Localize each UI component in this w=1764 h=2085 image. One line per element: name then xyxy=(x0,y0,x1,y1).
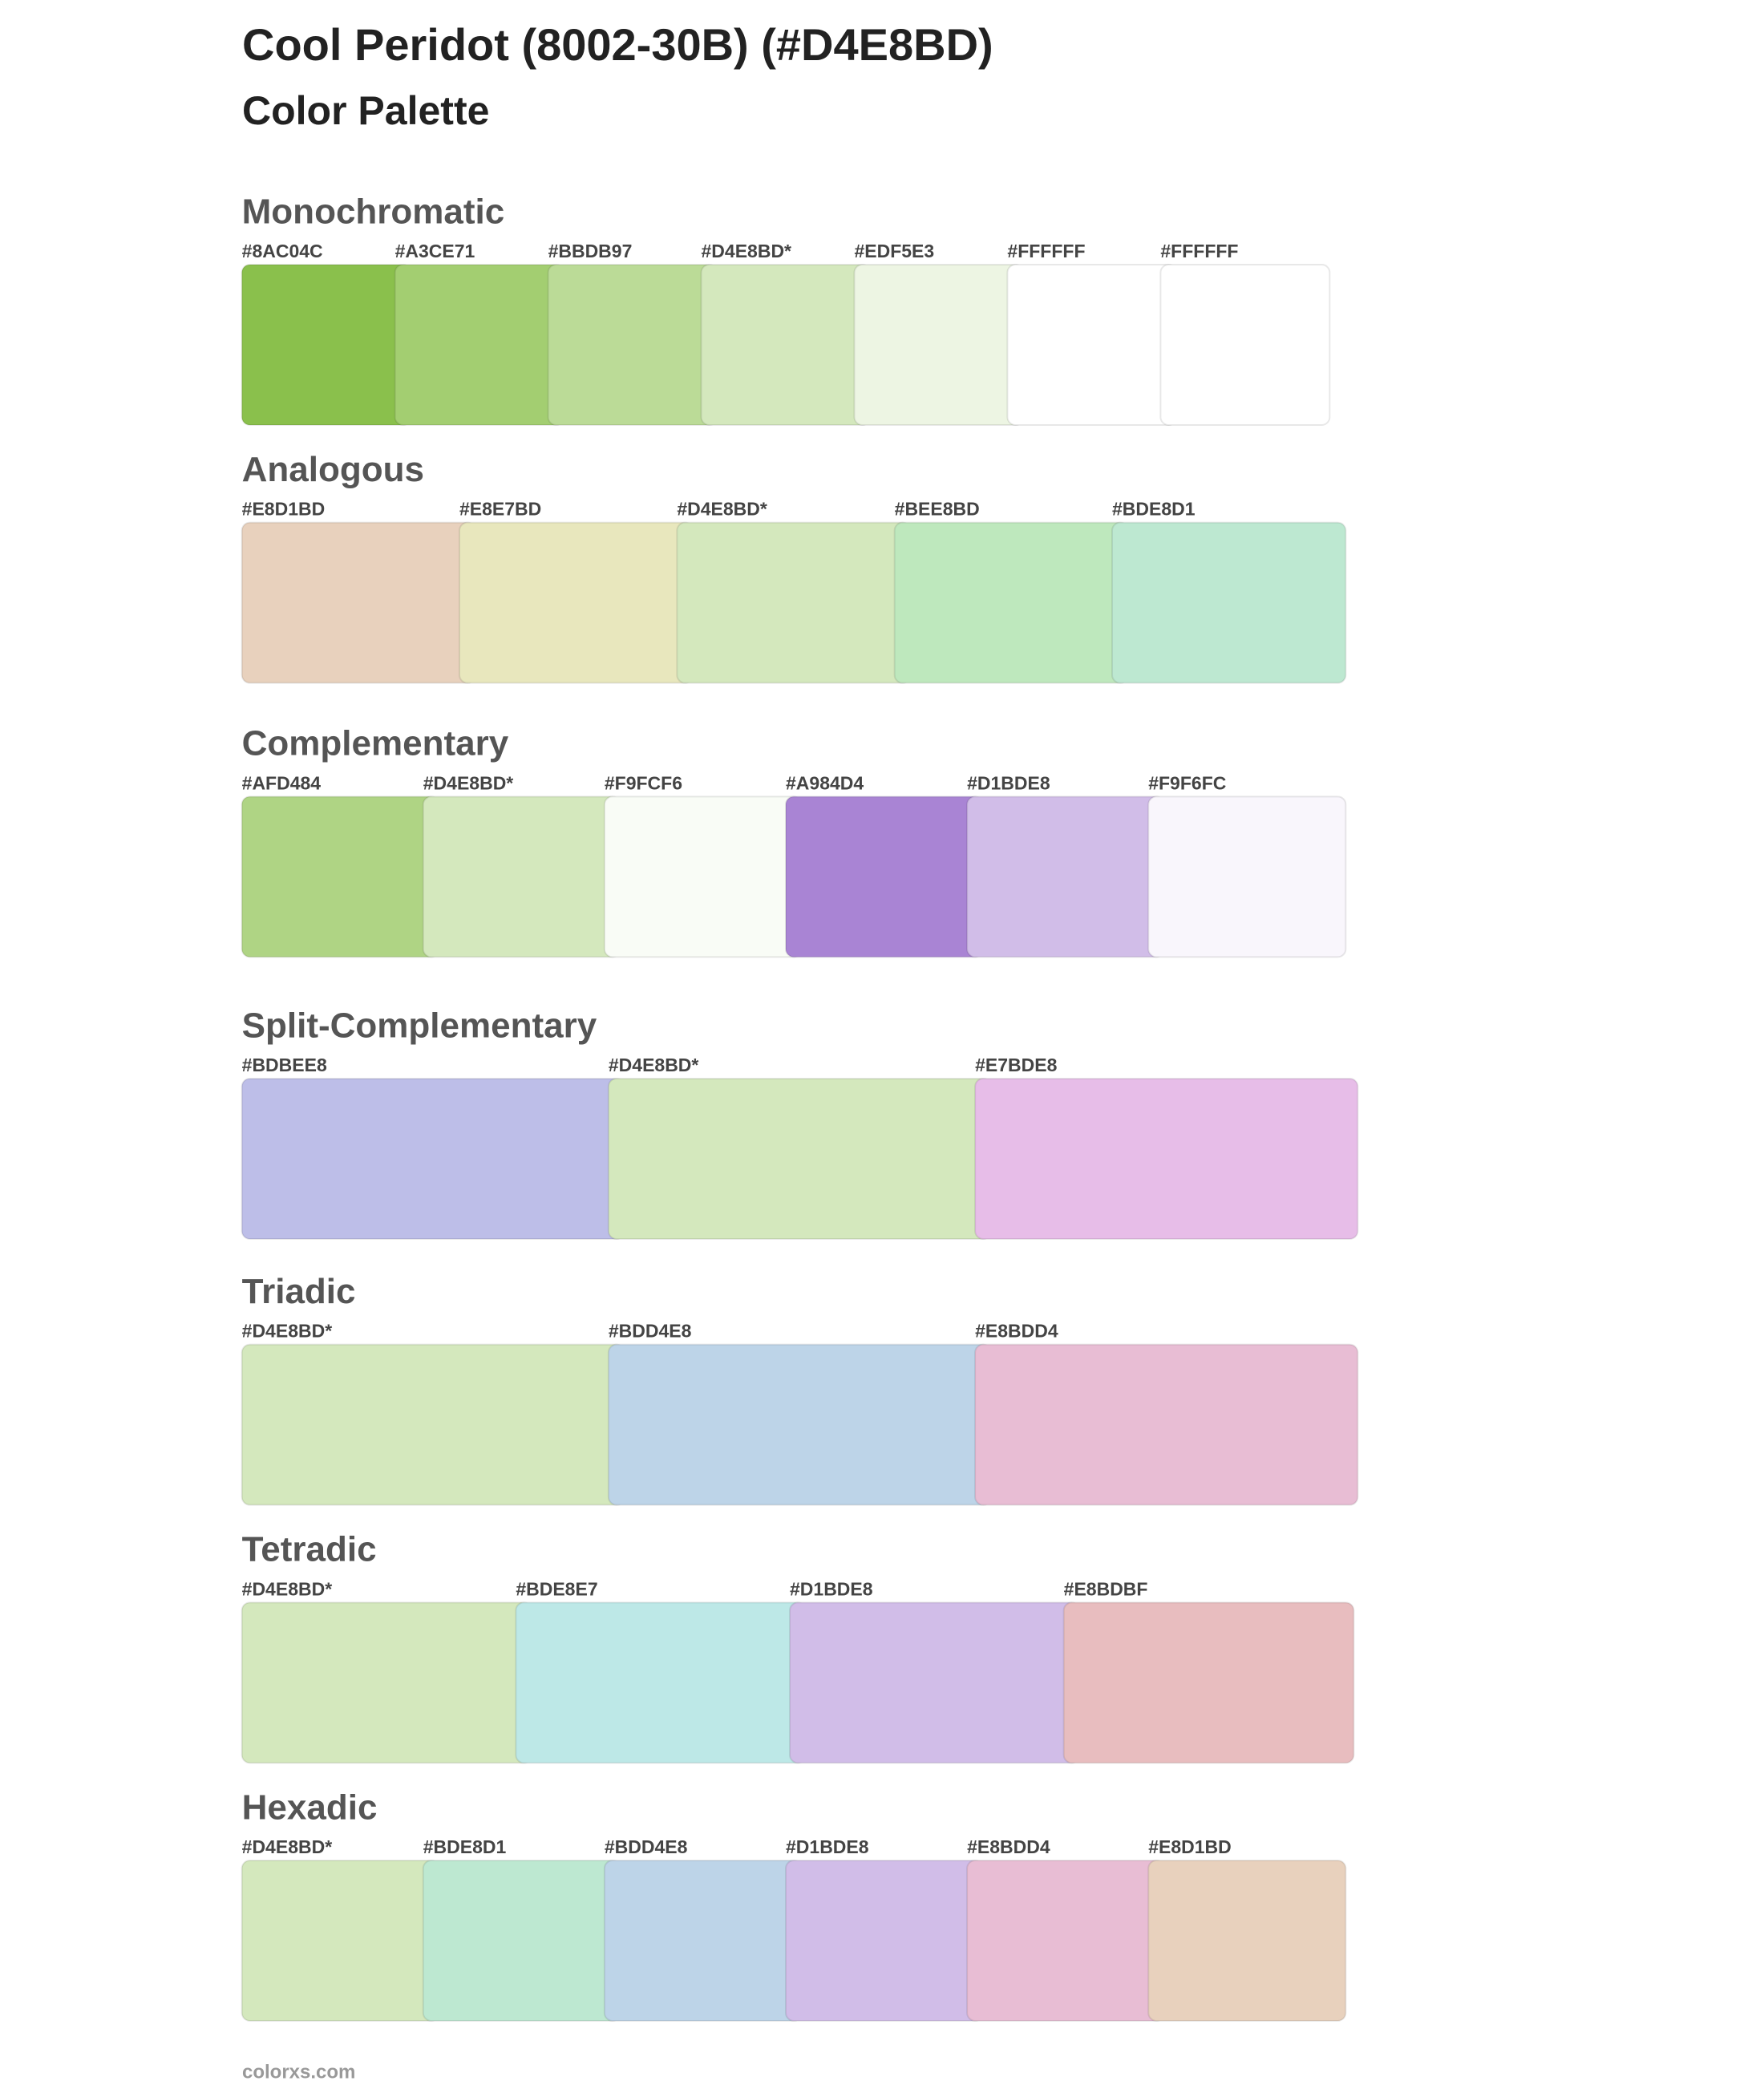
palette-heading: Split-Complementary xyxy=(242,1006,597,1045)
color-swatch xyxy=(603,796,803,958)
color-swatch xyxy=(394,264,565,426)
color-swatch xyxy=(785,1860,985,2022)
page-title: Cool Peridot (8002-30B) (#D4E8BD) xyxy=(242,19,993,70)
color-swatch xyxy=(241,1343,625,1506)
color-swatch xyxy=(515,1601,807,1764)
palette-heading: Analogous xyxy=(242,450,424,489)
color-swatch xyxy=(974,1078,1359,1240)
swatch-label: #E8BDBF xyxy=(1064,1578,1148,1599)
palette-heading: Complementary xyxy=(242,724,509,763)
color-swatch xyxy=(547,264,718,426)
color-swatch xyxy=(422,796,621,958)
swatch-label: #E7BDE8 xyxy=(975,1055,1057,1075)
swatch-label: #D4E8BD* xyxy=(242,1578,333,1599)
swatch-label: #D4E8BD* xyxy=(702,241,792,261)
color-swatch xyxy=(241,1860,440,2022)
palette-heading: Monochromatic xyxy=(242,192,505,231)
color-swatch xyxy=(459,521,694,684)
swatch-label: #A984D4 xyxy=(786,772,864,793)
swatch-label: #BDE8D1 xyxy=(1112,499,1196,520)
color-swatch xyxy=(603,1860,803,2022)
color-swatch xyxy=(607,1078,993,1240)
swatch-label: #D1BDE8 xyxy=(790,1578,873,1599)
swatch-label: #BEE8BD xyxy=(895,499,980,520)
color-swatch xyxy=(1147,1860,1347,2022)
color-swatch xyxy=(241,796,440,958)
color-swatch xyxy=(785,796,985,958)
color-swatch xyxy=(893,521,1129,684)
color-swatch xyxy=(1006,264,1178,426)
palette-heading: Triadic xyxy=(242,1272,356,1311)
swatch-label: #BDE8E7 xyxy=(516,1578,597,1599)
swatch-label: #FFFFFF xyxy=(1007,241,1085,261)
color-swatch xyxy=(789,1601,1081,1764)
color-swatch xyxy=(241,1078,625,1240)
swatch-label: #BDD4E8 xyxy=(609,1321,692,1342)
color-swatch xyxy=(1062,1601,1355,1764)
color-swatch xyxy=(241,521,476,684)
swatch-label: #E8D1BD xyxy=(242,499,326,520)
swatch-label: #A3CE71 xyxy=(395,241,475,261)
swatch-label: #BDD4E8 xyxy=(605,1836,688,1857)
color-swatch xyxy=(966,796,1166,958)
color-swatch xyxy=(241,264,412,426)
color-swatch xyxy=(1159,264,1331,426)
swatch-label: #BDBEE8 xyxy=(242,1055,327,1075)
swatch-label: #8AC04C xyxy=(242,241,323,261)
swatch-label: #FFFFFF xyxy=(1160,241,1238,261)
swatch-label: #BBDB97 xyxy=(548,241,633,261)
swatch-label: #BDE8D1 xyxy=(423,1836,507,1857)
swatch-label: #E8BDD4 xyxy=(975,1321,1058,1342)
color-swatch xyxy=(607,1343,993,1506)
color-swatch xyxy=(700,264,872,426)
swatch-label: #D4E8BD* xyxy=(609,1055,699,1075)
swatch-label: #D1BDE8 xyxy=(786,1836,869,1857)
swatch-label: #D4E8BD* xyxy=(242,1321,333,1342)
color-swatch xyxy=(966,1860,1166,2022)
swatch-label: #AFD484 xyxy=(242,772,322,793)
color-swatch xyxy=(241,1601,533,1764)
swatch-label: #F9F6FC xyxy=(1148,772,1226,793)
swatch-label: #EDF5E3 xyxy=(854,241,934,261)
color-swatch xyxy=(422,1860,621,2022)
swatch-label: #F9FCF6 xyxy=(605,772,682,793)
color-swatch xyxy=(853,264,1025,426)
swatch-label: #E8E7BD xyxy=(459,499,541,520)
footer: colorxs.com xyxy=(242,2061,355,2083)
color-swatch xyxy=(1111,521,1347,684)
swatch-label: #E8BDD4 xyxy=(967,1836,1050,1857)
color-swatch xyxy=(974,1343,1359,1506)
swatch-label: #D4E8BD* xyxy=(423,772,514,793)
color-swatch xyxy=(1147,796,1347,958)
swatch-label: #D1BDE8 xyxy=(967,772,1050,793)
swatch-label: #D4E8BD* xyxy=(677,499,767,520)
palette-heading: Hexadic xyxy=(242,1787,378,1827)
swatch-label: #E8D1BD xyxy=(1148,1836,1232,1857)
page-subtitle: Color Palette xyxy=(242,88,489,133)
swatch-label: #D4E8BD* xyxy=(242,1836,333,1857)
color-swatch xyxy=(676,521,912,684)
palette-heading: Tetradic xyxy=(242,1530,377,1569)
